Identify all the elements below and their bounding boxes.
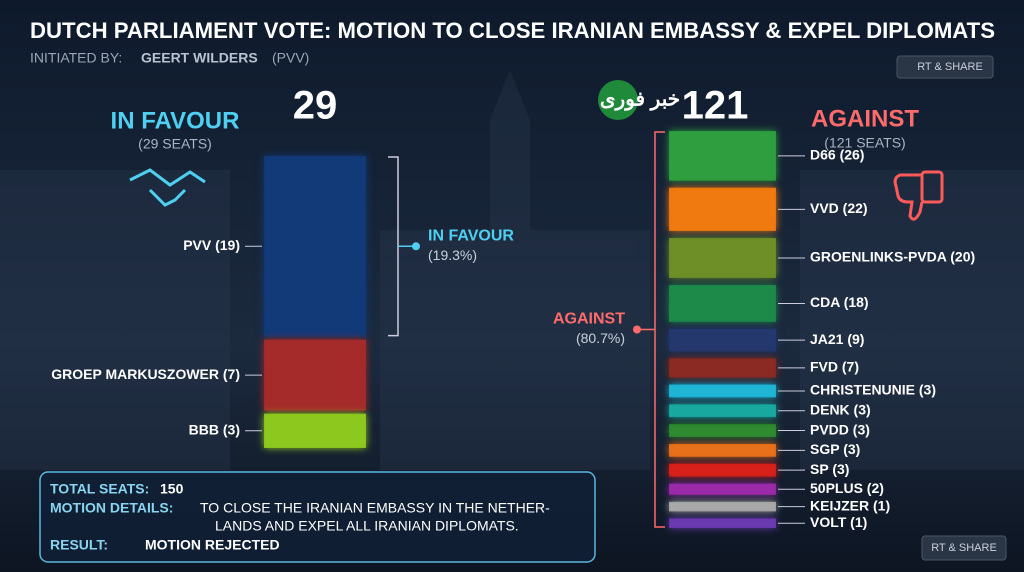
info-value: TO CLOSE THE IRANIAN EMBASSY IN THE NETH… — [200, 500, 550, 516]
initiated-label: INITIATED BY: — [30, 50, 122, 66]
party-label: VVD (22) — [810, 200, 868, 216]
initiator-party: (PVV) — [272, 50, 309, 66]
watermark-logo — [598, 80, 638, 120]
seat-segment — [264, 413, 366, 449]
handshake-icon — [129, 168, 206, 207]
share-name: IN FAVOUR — [428, 228, 514, 245]
party-label: SP (3) — [810, 461, 849, 477]
seat-segment — [669, 404, 776, 418]
seat-segment — [669, 384, 776, 398]
info-label: TOTAL SEATS: — [50, 481, 149, 497]
title: DUTCH PARLIAMENT VOTE: MOTION TO CLOSE I… — [30, 18, 995, 43]
seat-segment — [669, 443, 776, 457]
info-value: MOTION REJECTED — [145, 537, 280, 553]
seat-segment — [669, 285, 776, 322]
party-label: 50PLUS (2) — [810, 480, 884, 496]
share-button[interactable] — [896, 55, 994, 79]
share-text[interactable]: RT & SHARE — [917, 61, 983, 73]
party-label: CHRISTENUNIE (3) — [810, 382, 936, 398]
seat-segment — [669, 501, 776, 512]
seat-segment — [264, 156, 366, 337]
group-seats: (29 SEATS) — [138, 136, 212, 152]
info-label: RESULT: — [50, 537, 108, 553]
share-button[interactable] — [921, 535, 1007, 561]
share-name: AGAINST — [553, 311, 625, 328]
group-seats: (121 SEATS) — [824, 135, 905, 151]
seat-segment — [669, 328, 776, 352]
info-value: LANDS AND EXPEL ALL IRANIAN DIPLOMATS. — [215, 518, 519, 534]
bracket-dot — [412, 242, 420, 251]
party-label: SGP (3) — [810, 441, 860, 457]
seat-segment — [264, 339, 366, 411]
party-label: VOLT (1) — [810, 514, 867, 530]
party-label: PVDD (3) — [810, 421, 870, 437]
party-label: CDA (18) — [810, 294, 869, 310]
seat-segment — [669, 424, 776, 437]
group-name: IN FAVOUR — [111, 107, 240, 134]
seat-segment — [669, 131, 776, 181]
party-label: PVV (19) — [183, 237, 240, 253]
party-label: JA21 (9) — [810, 331, 864, 347]
party-label: FVD (7) — [810, 359, 859, 375]
bracket-dot — [633, 325, 641, 334]
party-label: KEIJZER (1) — [810, 497, 890, 513]
party-label: DENK (3) — [810, 401, 871, 417]
info-box — [39, 471, 596, 563]
seat-segment — [669, 483, 776, 495]
party-label: GROEP MARKUSZOWER (7) — [51, 366, 240, 382]
party-label: GROENLINKS-PVDA (20) — [810, 249, 975, 265]
seat-segment — [669, 518, 776, 528]
group-total: 29 — [293, 84, 338, 128]
building-silhouette — [0, 70, 1024, 470]
thumbs-down-icon — [893, 170, 944, 221]
info-label: MOTION DETAILS: — [50, 500, 173, 516]
group-name: AGAINST — [811, 105, 919, 132]
share-label: (19.3%) — [428, 247, 477, 263]
party-label: BBB (3) — [189, 421, 240, 437]
watermark: خبر فوری — [600, 88, 680, 111]
initiator: GEERT WILDERS — [141, 50, 258, 66]
seat-segment — [669, 187, 776, 231]
info-value: 150 — [160, 481, 184, 497]
group-total: 121 — [682, 84, 749, 128]
party-label: D66 (26) — [810, 147, 864, 163]
seat-segment — [669, 237, 776, 279]
share-text[interactable]: RT & SHARE — [931, 542, 997, 554]
seat-segment — [669, 463, 776, 477]
share-label: (80.7%) — [576, 330, 625, 346]
seat-segment — [669, 358, 776, 378]
